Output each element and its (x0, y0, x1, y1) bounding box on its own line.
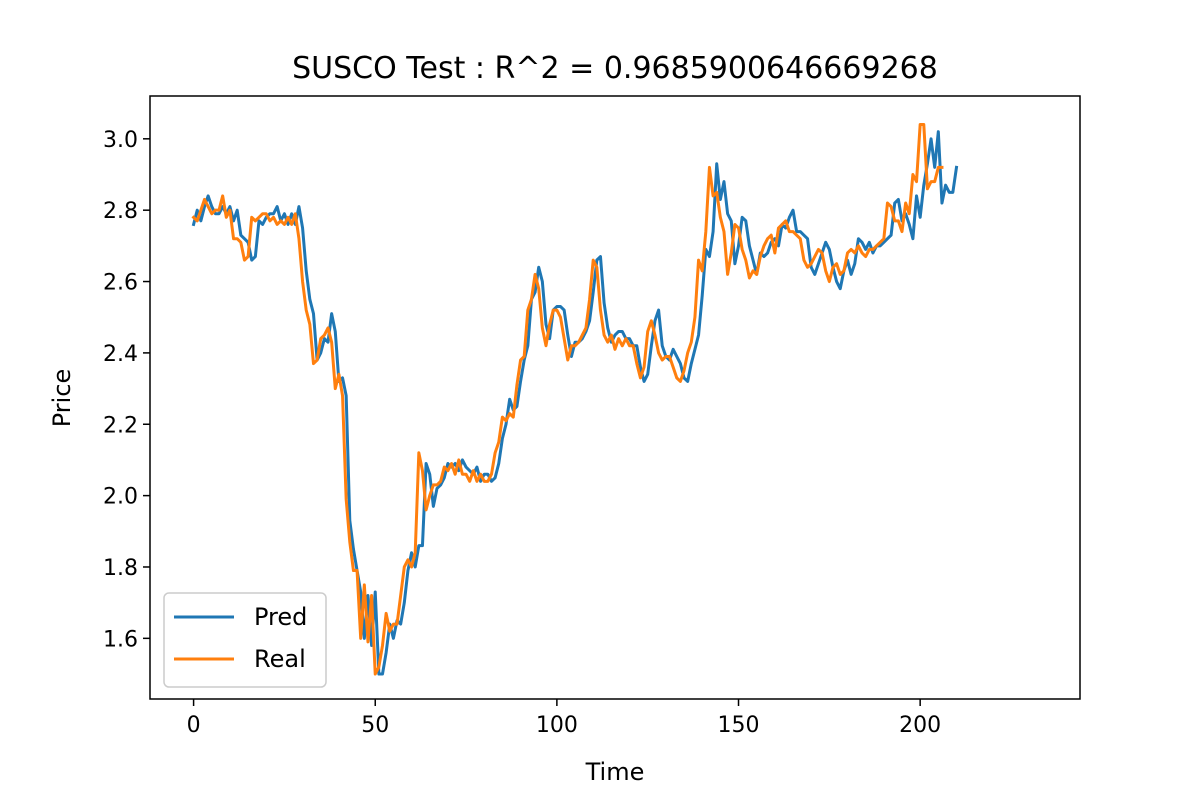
plot-area (191, 123, 959, 676)
y-tick-label: 2.0 (103, 485, 138, 510)
chart-title: SUSCO Test : R^2 = 0.9685900646669268 (292, 51, 938, 86)
axes-frame (149, 95, 1081, 700)
x-tick-label: 50 (361, 713, 389, 738)
y-tick-label: 3.0 (103, 128, 138, 153)
y-tick-label: 2.4 (103, 342, 138, 367)
y-tick-label: 2.6 (103, 271, 138, 296)
y-axis-label: Price (48, 369, 76, 428)
y-tick-label: 1.8 (103, 556, 138, 581)
series-line-real (191, 123, 944, 676)
legend-label-real: Real (254, 645, 306, 673)
legend: Pred Real (163, 592, 327, 688)
x-tick-label: 200 (899, 713, 941, 738)
x-axis-label: Time (585, 758, 645, 786)
axis-ticks: 0 50 100 150 200 1.6 1.8 2.0 2.2 2.4 2.6 2.8 3.0 (103, 128, 941, 738)
x-tick-label: 100 (536, 713, 578, 738)
y-tick-label: 1.6 (103, 627, 138, 652)
y-tick-label: 2.8 (103, 199, 138, 224)
legend-label-pred: Pred (254, 603, 307, 631)
x-tick-label: 150 (718, 713, 760, 738)
series-line-pred (191, 130, 959, 676)
x-tick-label: 0 (187, 713, 201, 738)
y-tick-label: 2.2 (103, 413, 138, 438)
